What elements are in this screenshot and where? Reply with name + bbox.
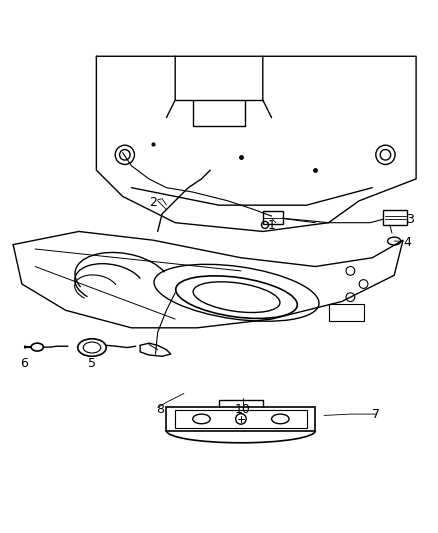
Bar <box>175 410 307 427</box>
Text: 1: 1 <box>268 219 276 232</box>
Text: 5: 5 <box>88 357 96 370</box>
Text: 6: 6 <box>20 357 28 370</box>
Ellipse shape <box>388 237 401 245</box>
Bar <box>328 304 364 321</box>
Bar <box>166 407 315 431</box>
Text: 7: 7 <box>372 408 380 421</box>
Ellipse shape <box>78 339 106 356</box>
Text: 10: 10 <box>235 403 251 416</box>
Text: 3: 3 <box>406 213 414 225</box>
Ellipse shape <box>31 343 43 351</box>
Ellipse shape <box>176 276 297 318</box>
Bar <box>383 209 407 225</box>
Bar <box>263 211 283 223</box>
Text: 2: 2 <box>149 196 157 208</box>
Text: 4: 4 <box>403 236 411 249</box>
Text: 8: 8 <box>156 403 164 416</box>
